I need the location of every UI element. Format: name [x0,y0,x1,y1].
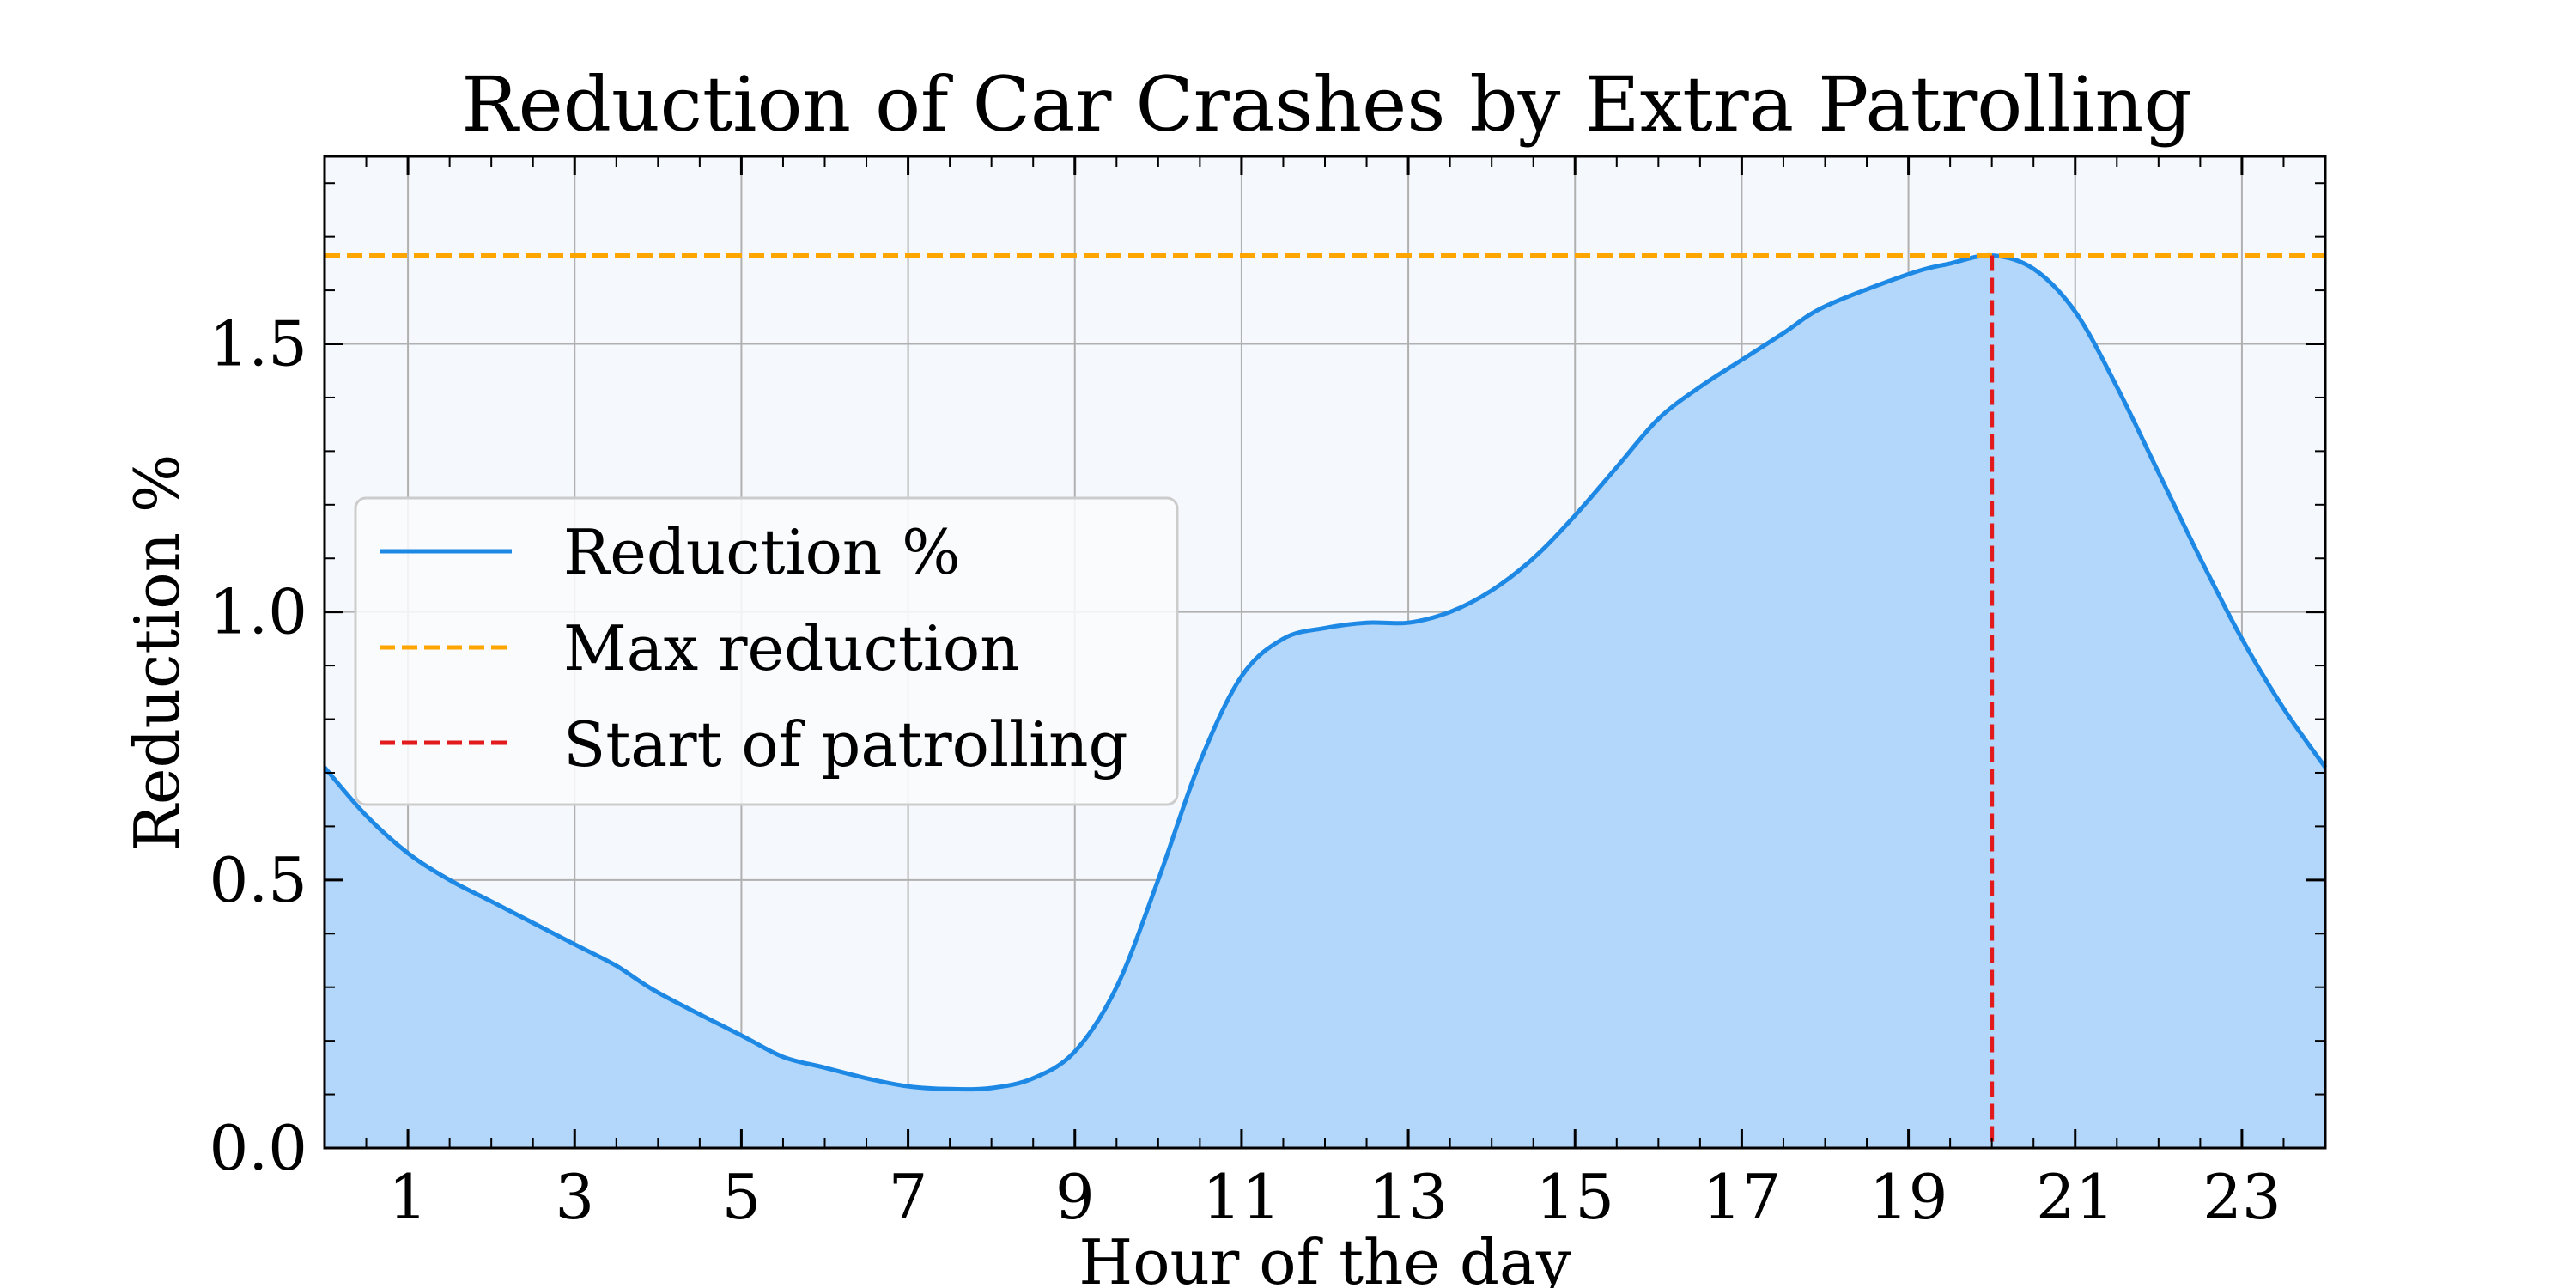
y-tick-label: 0.0 [209,1112,307,1184]
x-axis-label: Hour of the day [1078,1226,1571,1288]
x-tick-label: 17 [1703,1161,1782,1233]
x-tick-label: 3 [555,1161,594,1233]
x-tick-label: 15 [1535,1161,1614,1233]
x-tick-label: 9 [1055,1161,1095,1233]
legend-label-start-of-patrolling: Start of patrolling [563,708,1128,781]
ticks: 1 3 5 7 9 11 13 15 17 19 21 230.00.51.01.5 [209,156,2326,1233]
x-tick-label: 21 [2036,1161,2115,1233]
y-tick-label: 0.5 [209,844,307,916]
reduction-line [323,252,2328,1092]
x-tick-label: 1 [388,1161,428,1233]
y-tick-label: 1.0 [209,576,307,648]
legend: Reduction % Max reduction Start of patro… [354,496,1179,806]
x-tick-label: 13 [1369,1161,1448,1233]
x-tick-label: 11 [1202,1161,1281,1233]
chart-title: Reduction of Car Crashes by Extra Patrol… [461,60,2191,149]
x-tick-label: 5 [722,1161,762,1233]
reference-lines [325,253,2325,1148]
x-tick-label: 7 [889,1161,928,1233]
x-tick-label: 23 [2202,1161,2281,1233]
y-axis-label: Reduction % [121,454,193,852]
legend-box [354,496,1179,806]
x-tick-label: 19 [1869,1161,1948,1233]
y-tick-label: 1.5 [209,308,307,380]
legend-label-reduction: Reduction % [563,516,961,588]
data-layer [323,252,2328,1149]
legend-label-max-reduction: Max reduction [563,612,1020,684]
reduction-area [325,255,2325,1149]
